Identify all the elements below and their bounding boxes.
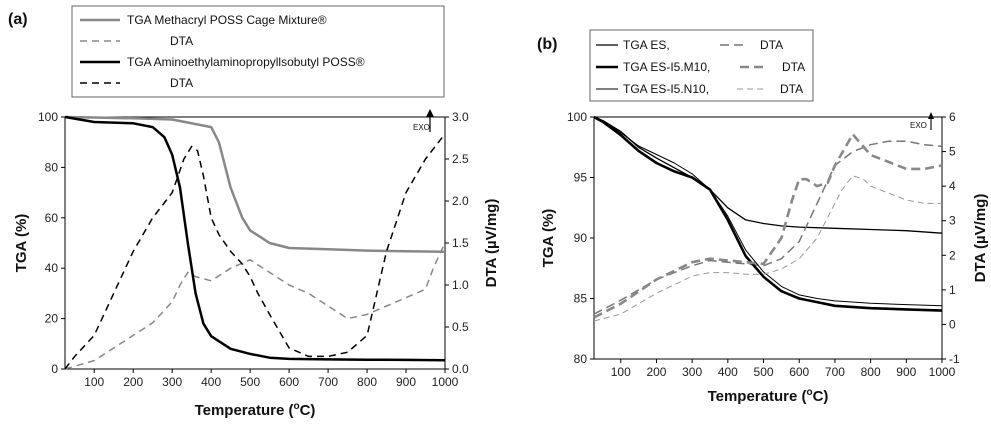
x-tick-label-b-0: 100 <box>611 365 631 379</box>
y-left-tick-label-a-0: 0 <box>51 362 58 376</box>
y-left-tick-label-b-0: 80 <box>574 352 588 366</box>
plot-area-a <box>64 116 446 370</box>
y-left-tick-label-a-5: 100 <box>38 110 58 124</box>
x-tick-label-b-4: 500 <box>754 365 774 379</box>
series-line-b-4 <box>593 116 943 307</box>
series-line-b-3 <box>593 133 943 319</box>
legend-entry-b-2-dta: DTA <box>780 82 803 96</box>
legend-entry-b-0-dta: DTA <box>760 38 783 52</box>
x-tick-label-b-9: 1000 <box>929 365 956 379</box>
y-right-tick-label-b-5: 4 <box>949 179 956 193</box>
legend-b: TGA ES, DTA TGA ES-I5.M10, DTA TGA ES-I5… <box>589 29 814 102</box>
exo-marker-b: EXO <box>910 112 934 130</box>
legend-entry-b-1-tga: TGA ES-I5.M10, <box>623 60 710 74</box>
legend-entry-b-1-dta: DTA <box>782 60 805 74</box>
y-right-tick-label-a-5: 2.5 <box>452 152 469 166</box>
legend-box-b <box>589 29 814 102</box>
x-tick-label-b-5: 600 <box>789 365 809 379</box>
chart-panel-b: (b) 100 200 300 400 500 600 700 800 900 1000 8085… <box>537 29 989 405</box>
legend-entry-a-1: DTA <box>170 34 193 48</box>
series-group-a <box>64 115 446 370</box>
x-tick-label-a-5: 600 <box>279 375 299 389</box>
series-group-b <box>593 115 943 322</box>
y-right-axis-label-a: DTA (µV/mg) <box>483 199 500 288</box>
y-left-axis-label-b: TGA (%) <box>540 209 557 268</box>
legend-entry-b-0-tga: TGA ES, <box>623 38 670 52</box>
y-right-tick-label-a-4: 2.0 <box>452 194 469 208</box>
y-right-tick-label-b-2: 1 <box>949 283 956 297</box>
exo-label-b: EXO <box>910 121 927 130</box>
y-right-tick-label-b-1: 0 <box>949 317 956 331</box>
y-right-tick-label-b-6: 5 <box>949 145 956 159</box>
panel-label-b: (b) <box>537 36 557 53</box>
series-line-b-2 <box>593 115 943 312</box>
y-right-tick-label-a-3: 1.5 <box>452 236 469 250</box>
series-line-b-0 <box>593 116 943 234</box>
x-tick-label-a-3: 400 <box>201 375 221 389</box>
series-line-a-3 <box>64 133 446 370</box>
y-left-axis-ticks-a: 0 20 40 60 80 100 <box>38 110 65 376</box>
y-left-axis-label-a: TGA (%) <box>13 214 30 273</box>
x-tick-label-a-9: 1000 <box>432 375 459 389</box>
y-right-tick-label-b-0: -1 <box>949 352 960 366</box>
x-tick-label-b-6: 700 <box>825 365 845 379</box>
legend-entry-b-2-tga: TGA ES-I5.N10, <box>623 82 709 96</box>
exo-arrow-head-b <box>928 112 934 119</box>
legend-entry-a-0: TGA Methacryl POSS Cage Mixture® <box>127 13 327 27</box>
x-tick-label-a-0: 100 <box>84 375 104 389</box>
x-tick-label-a-4: 500 <box>240 375 260 389</box>
y-left-axis-ticks-b: 80 85 90 95 100 <box>567 110 594 366</box>
x-tick-label-b-1: 200 <box>646 365 666 379</box>
legend-box-a <box>71 5 445 98</box>
legend-a: TGA Methacryl POSS Cage Mixture® DTA TGA… <box>71 5 445 98</box>
y-left-tick-label-b-3: 95 <box>574 171 588 185</box>
y-right-tick-label-b-4: 3 <box>949 214 956 228</box>
exo-marker-a: EXO <box>413 109 434 132</box>
x-axis-ticks-a: 100 200 300 400 500 600 700 800 900 1000 <box>84 369 459 389</box>
panel-label-a: (a) <box>8 11 28 28</box>
series-line-a-1 <box>64 242 446 370</box>
y-left-tick-label-b-4: 100 <box>567 110 587 124</box>
series-line-a-2 <box>64 115 446 362</box>
y-left-tick-label-b-2: 90 <box>574 231 588 245</box>
series-line-b-5 <box>593 175 942 322</box>
y-right-tick-label-a-0: 0.0 <box>452 362 469 376</box>
y-right-axis-label-b: DTA (µV/mg) <box>972 194 989 283</box>
series-line-a-0 <box>64 115 446 254</box>
x-axis-label-b: Temperature (oC) <box>708 387 829 405</box>
y-right-tick-label-a-1: 0.5 <box>452 320 469 334</box>
series-line-b-1 <box>593 140 943 315</box>
x-tick-label-a-8: 900 <box>396 375 416 389</box>
exo-arrow-head-a <box>426 109 434 117</box>
y-right-axis-ticks-a: 0.0 0.5 1.0 1.5 2.0 2.5 3.0 <box>445 110 469 376</box>
x-tick-label-b-8: 900 <box>896 365 916 379</box>
y-left-tick-label-a-4: 80 <box>45 160 59 174</box>
x-tick-label-a-6: 700 <box>318 375 338 389</box>
y-right-tick-label-a-6: 3.0 <box>452 110 469 124</box>
y-right-tick-label-b-3: 2 <box>949 248 956 262</box>
y-right-tick-label-b-7: 6 <box>949 110 956 124</box>
x-tick-label-a-1: 200 <box>123 375 143 389</box>
legend-entry-a-3: DTA <box>170 76 193 90</box>
x-tick-label-a-2: 300 <box>162 375 182 389</box>
x-tick-label-a-7: 800 <box>357 375 377 389</box>
y-right-axis-ticks-b: -1 0 1 2 3 4 5 6 <box>942 110 960 366</box>
y-left-tick-label-a-2: 40 <box>45 261 59 275</box>
chart-panel-a: (a) 100 200 300 400 500 600 700 800 900 1000 0 20 4… <box>8 5 500 419</box>
y-left-tick-label-a-3: 60 <box>45 211 59 225</box>
x-axis-label-a: Temperature (oC) <box>195 401 316 419</box>
legend-entry-a-2: TGA Aminoethylaminopropyllsobutyl POSS® <box>127 55 365 69</box>
y-left-tick-label-a-1: 20 <box>45 312 59 326</box>
x-tick-label-b-7: 800 <box>861 365 881 379</box>
x-tick-label-b-3: 400 <box>718 365 738 379</box>
x-tick-label-b-2: 300 <box>682 365 702 379</box>
plot-area-b <box>593 116 943 360</box>
exo-label-a: EXO <box>413 123 430 132</box>
y-right-tick-label-a-2: 1.0 <box>452 278 469 292</box>
y-left-tick-label-b-1: 85 <box>574 292 588 306</box>
x-axis-ticks-b: 100 200 300 400 500 600 700 800 900 1000 <box>611 359 956 379</box>
